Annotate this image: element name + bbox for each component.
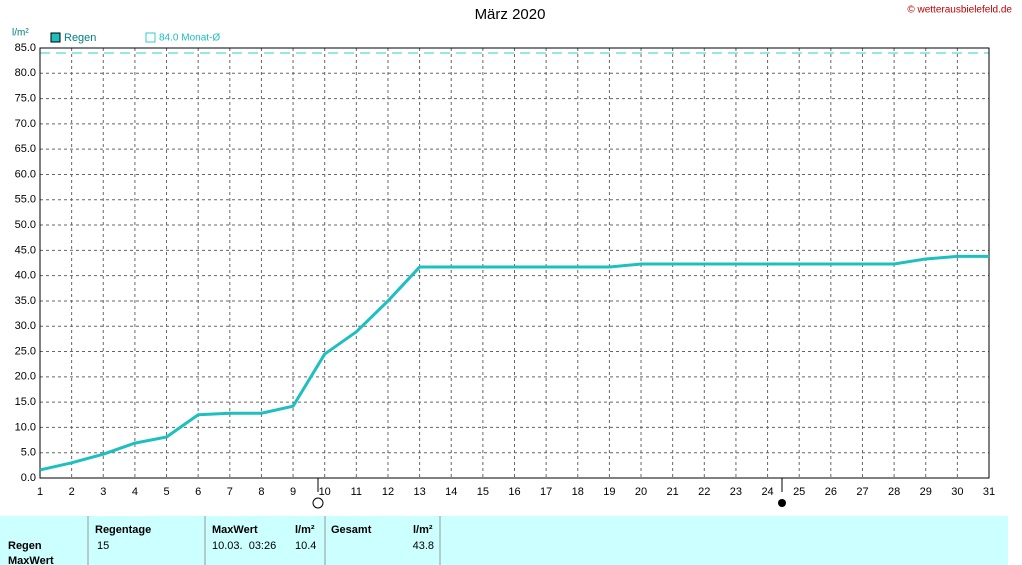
y-tick-label: 65.0 (15, 143, 36, 155)
y-tick-label: 0.0 (21, 472, 36, 484)
x-tick-label: 24 (761, 486, 773, 498)
legend-swatch (50, 32, 61, 43)
x-tick-label: 26 (825, 486, 837, 498)
x-tick-label: 14 (445, 486, 457, 498)
new-moon (778, 499, 786, 507)
chart-title: März 2020 (475, 6, 546, 23)
y-tick-label: 40.0 (15, 270, 36, 282)
y-axis-label: l/m² (12, 28, 29, 39)
x-tick-label: 19 (603, 486, 615, 498)
x-tick-label: 21 (667, 486, 679, 498)
y-tick-label: 35.0 (15, 295, 36, 307)
table-header: l/m² (295, 524, 315, 536)
legend-label: Regen (64, 32, 96, 44)
x-tick-label: 31 (983, 486, 995, 498)
x-tick-label: 20 (635, 486, 647, 498)
legend-swatch (145, 32, 156, 43)
y-tick-label: 10.0 (15, 421, 36, 433)
table-header: Regentage (95, 524, 151, 536)
x-tick-label: 4 (132, 486, 138, 498)
x-tick-label: 15 (477, 486, 489, 498)
source: © wetterausbielefeld.de (907, 5, 1012, 16)
y-tick-label: 50.0 (15, 219, 36, 231)
row-label: Regen (8, 540, 42, 552)
table-header: l/m² (413, 524, 433, 536)
x-tick-label: 11 (351, 486, 362, 498)
x-tick-label: 18 (572, 486, 584, 498)
x-tick-label: 13 (413, 486, 425, 498)
x-tick-label: 9 (290, 486, 296, 498)
x-tick-label: 1 (37, 486, 43, 498)
x-tick-label: 30 (951, 486, 963, 498)
y-tick-label: 75.0 (15, 92, 36, 104)
x-tick-label: 27 (856, 486, 868, 498)
x-tick-label: 2 (69, 486, 75, 498)
plot-frame (39, 47, 990, 479)
table-cell: 10.4 (295, 540, 316, 552)
x-tick-label: 3 (100, 486, 106, 498)
row-label: MaxWert (8, 555, 54, 565)
table-cell: 10.03. 03:26 (212, 540, 276, 552)
x-tick-label: 12 (382, 486, 394, 498)
y-tick-label: 85.0 (15, 42, 36, 54)
table-background (0, 516, 1008, 565)
rain-line (39, 254, 989, 472)
table-header: Gesamt (331, 524, 372, 536)
x-tick-label: 6 (195, 486, 201, 498)
x-tick-label: 5 (163, 486, 169, 498)
table-cell: 43.8 (413, 540, 434, 552)
x-tick-label: 17 (540, 486, 552, 498)
x-tick-label: 29 (920, 486, 932, 498)
y-tick-label: 60.0 (15, 168, 36, 180)
x-tick-label: 25 (793, 486, 805, 498)
table-cell: 15 (97, 540, 109, 552)
full-moon (312, 497, 324, 509)
x-tick-label: 28 (888, 486, 900, 498)
x-tick-label: 10 (319, 486, 331, 498)
y-tick-label: 15.0 (15, 396, 36, 408)
y-tick-label: 30.0 (15, 320, 36, 332)
y-tick-label: 5.0 (21, 447, 36, 459)
x-tick-label: 23 (730, 486, 742, 498)
y-tick-label: 70.0 (15, 118, 36, 130)
legend-label: 84.0 Monat-Ø (159, 33, 220, 44)
y-tick-label: 80.0 (15, 67, 36, 79)
y-tick-label: 20.0 (15, 371, 36, 383)
x-tick-label: 16 (508, 486, 520, 498)
x-tick-label: 8 (258, 486, 264, 498)
y-tick-label: 45.0 (15, 244, 36, 256)
y-tick-label: 25.0 (15, 345, 36, 357)
x-tick-label: 22 (698, 486, 710, 498)
y-tick-label: 55.0 (15, 194, 36, 206)
x-tick-label: 7 (227, 486, 233, 498)
table-header: MaxWert (212, 524, 258, 536)
